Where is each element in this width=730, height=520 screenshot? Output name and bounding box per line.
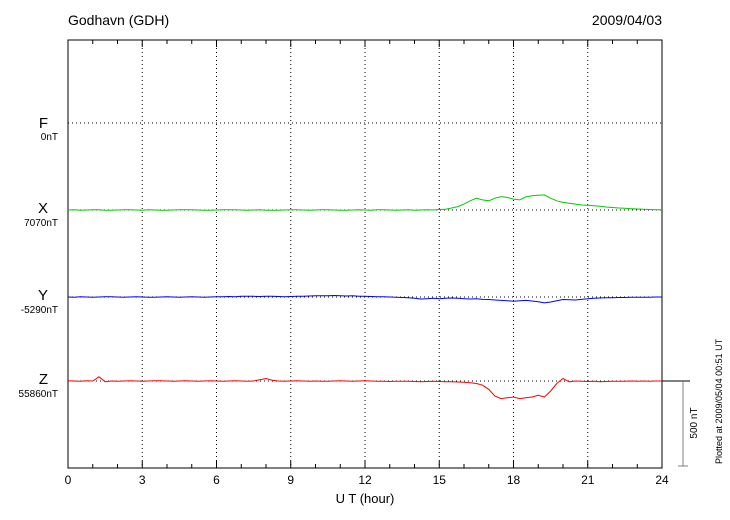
scale-bar: 500 nT <box>662 380 700 467</box>
grid-and-ticks <box>67 40 663 468</box>
scale-bar-label: 500 nT <box>689 407 700 438</box>
series-baseline-X: 7070nT <box>24 218 58 229</box>
x-tick-labels: 0 3 6 9 12 15 18 21 24 <box>65 473 669 487</box>
x-tick-label: 24 <box>655 473 669 487</box>
series-label-F: F <box>39 115 48 132</box>
series-label-Y: Y <box>38 287 48 304</box>
x-tick-label: 15 <box>433 473 447 487</box>
plotted-at-note: Plotted at 2009/05/04 00:51 UT <box>714 338 724 464</box>
series-lines <box>67 194 662 400</box>
series-label-Z: Z <box>39 371 48 388</box>
series-baseline-Y: -5290nT <box>21 305 58 316</box>
chart-title: Godhavn (GDH) <box>68 12 169 28</box>
trace-Z <box>67 376 662 400</box>
series-baseline-Z: 55860nT <box>19 389 58 400</box>
x-tick-label: 12 <box>358 473 372 487</box>
series-label-X: X <box>38 200 48 217</box>
trace-X <box>67 194 662 211</box>
x-tick-label: 21 <box>581 473 595 487</box>
trace-Y <box>67 294 662 304</box>
x-axis-label: U T (hour) <box>336 491 395 506</box>
x-tick-label: 6 <box>213 473 220 487</box>
x-tick-label: 18 <box>507 473 521 487</box>
series-baseline-F: 0nT <box>41 132 58 143</box>
x-tick-label: 3 <box>139 473 146 487</box>
chart-date: 2009/04/03 <box>592 12 662 28</box>
x-tick-label: 9 <box>287 473 294 487</box>
x-tick-label: 0 <box>65 473 72 487</box>
